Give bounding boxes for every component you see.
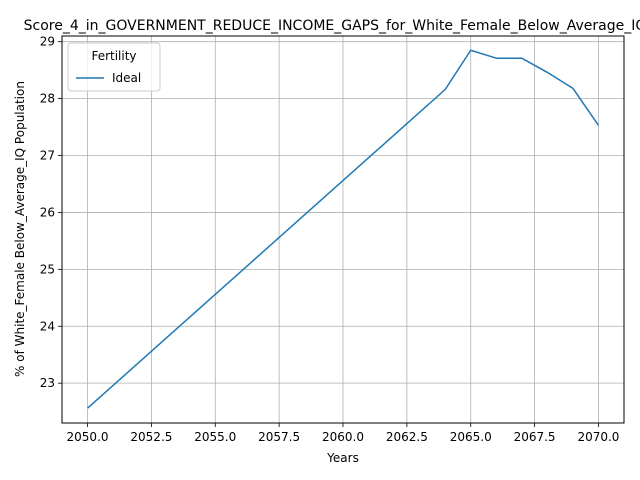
chart-title: Score_4_in_GOVERNMENT_REDUCE_INCOME_GAPS…	[24, 18, 640, 34]
legend-box	[67, 42, 161, 92]
x-tick-label: 2060.0	[322, 430, 364, 444]
x-tick-label: 2070.0	[577, 430, 619, 444]
y-tick-label: 28	[40, 92, 55, 106]
legend-label-ideal: Ideal	[112, 71, 141, 85]
series-line-ideal	[87, 49, 600, 409]
legend-title: Fertility	[91, 49, 136, 63]
y-tick-label: 25	[40, 262, 55, 276]
y-tick-label: 23	[40, 376, 55, 390]
x-tick-label: 2065.0	[450, 430, 492, 444]
y-tick-label: 27	[40, 149, 55, 163]
y-tick-label: 29	[40, 35, 55, 49]
x-axis-ticks: 2050.0 2052.5 2055.0 2057.5 2060.0 2062.5 2065…	[67, 423, 619, 444]
x-tick-label: 2055.0	[194, 430, 236, 444]
y-tick-label: 26	[40, 205, 55, 219]
y-axis-ticks: 23 24 25 26 27 28 29	[40, 35, 62, 390]
grid-lines	[62, 36, 624, 423]
x-tick-label: 2057.5	[258, 430, 300, 444]
x-tick-label: 2050.0	[67, 430, 109, 444]
x-tick-label: 2062.5	[386, 430, 428, 444]
x-axis-label: Years	[326, 451, 359, 465]
plot-area	[87, 49, 600, 409]
y-axis-label: % of White_Female Below_Average_IQ Popul…	[13, 81, 27, 377]
y-tick-label: 24	[40, 319, 55, 333]
x-tick-label: 2067.5	[514, 430, 556, 444]
x-tick-label: 2052.5	[130, 430, 172, 444]
legend: Fertility Ideal	[67, 42, 161, 92]
